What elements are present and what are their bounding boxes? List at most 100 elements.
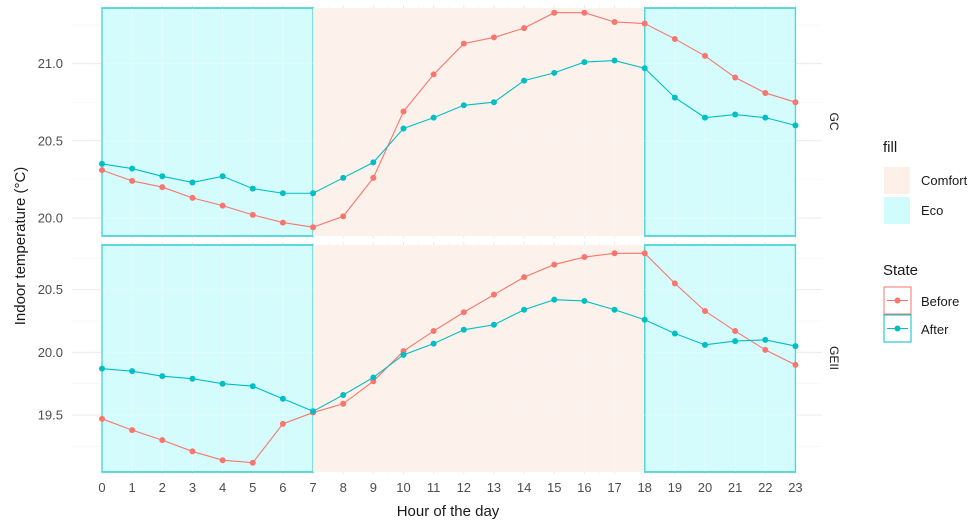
data-point-before (279, 420, 286, 427)
data-point-after (551, 69, 558, 76)
data-point-after (370, 159, 377, 166)
data-point-before (521, 25, 528, 32)
legend-title-fill: fill (883, 139, 897, 156)
data-point-after (129, 165, 136, 172)
data-point-before (340, 400, 347, 407)
x-tick-label: 4 (219, 480, 226, 495)
eco-period-rect (101, 244, 314, 473)
data-point-before (732, 328, 739, 335)
data-point-after (279, 395, 286, 402)
data-point-after (219, 380, 226, 387)
eco-period-rect (101, 7, 314, 237)
data-point-before (581, 254, 588, 261)
data-point-before (129, 177, 136, 184)
data-point-before (249, 211, 256, 218)
data-point-before (99, 167, 105, 174)
data-point-before (159, 437, 166, 444)
data-point-after (702, 114, 708, 121)
data-point-after (279, 190, 286, 197)
comfort-period-rect (313, 245, 645, 472)
eco-period-rect (644, 244, 797, 473)
data-point-before (702, 52, 708, 59)
x-tick-label: 3 (189, 480, 196, 495)
x-tick-label: 21 (728, 480, 742, 495)
x-axis-title: Hour of the day (397, 503, 500, 520)
data-point-before (430, 71, 437, 78)
data-point-after (460, 326, 467, 333)
x-tick-label: 20 (698, 480, 712, 495)
data-point-after (521, 77, 528, 84)
data-point-before (189, 448, 196, 455)
data-point-after (641, 65, 648, 72)
y-tick-label: 20.0 (38, 210, 63, 225)
y-tick-label: 21.0 (38, 56, 63, 71)
series-line-before (101, 252, 796, 464)
data-point-before (340, 213, 347, 220)
data-point-before (460, 309, 467, 316)
data-point-before (611, 250, 618, 257)
data-point-before (792, 99, 799, 106)
data-point-before (551, 261, 558, 268)
data-point-after (159, 373, 166, 380)
facet-strip-label: GC (827, 113, 841, 131)
data-point-before (159, 184, 166, 191)
data-point-before (430, 328, 437, 335)
data-point-before (702, 307, 708, 314)
data-point-before (219, 457, 226, 464)
series-line-before (101, 12, 796, 228)
x-tick-label: 7 (309, 480, 316, 495)
data-point-after (732, 338, 739, 345)
panels: 20.0 20.5 21.0 GC 19.5 20.0 20.5 GEII (38, 5, 841, 474)
panel-geii: 19.5 20.0 20.5 GEII (38, 242, 841, 474)
x-tick-label: 12 (457, 480, 471, 495)
panel-gc: 20.0 20.5 21.0 GC (38, 5, 841, 238)
data-point-before (460, 40, 467, 47)
data-point-after (340, 391, 347, 398)
legend-label-comfort: Comfort (921, 173, 968, 188)
data-point-after (460, 102, 467, 109)
data-point-after (581, 297, 588, 304)
x-tick-label: 19 (668, 480, 682, 495)
x-tick-label: 18 (637, 480, 651, 495)
x-tick-label: 14 (517, 480, 531, 495)
data-point-after (671, 94, 678, 101)
data-point-before (671, 35, 678, 42)
data-point-before (219, 202, 226, 209)
data-point-before (762, 89, 769, 96)
y-tick-label: 20.0 (38, 345, 63, 360)
x-tick-label: 1 (129, 480, 136, 495)
data-point-after (219, 173, 226, 180)
legend-key-comfort (884, 167, 910, 194)
data-point-after (310, 190, 317, 197)
data-point-after (611, 306, 618, 313)
data-point-after (129, 368, 136, 375)
data-point-before (611, 18, 618, 25)
data-point-after (551, 296, 558, 303)
x-tick-label: 10 (396, 480, 410, 495)
x-tick-label: 5 (249, 480, 256, 495)
data-point-after (99, 160, 105, 167)
x-tick-label: 23 (788, 480, 802, 495)
data-point-before (189, 194, 196, 201)
x-tick-label: 8 (340, 480, 347, 495)
data-point-before (490, 34, 497, 41)
legend-label-eco: Eco (921, 203, 943, 218)
x-tick-label: 11 (427, 480, 441, 495)
x-tick-label: 2 (159, 480, 166, 495)
series-line-after (101, 299, 796, 412)
data-point-after (581, 59, 588, 66)
data-point-after (792, 122, 799, 129)
data-point-before (762, 346, 769, 353)
data-point-after (490, 99, 497, 106)
legend-title-state: State (883, 262, 918, 279)
data-point-after (99, 365, 105, 372)
data-point-after (521, 306, 528, 313)
data-point-before (279, 219, 286, 226)
data-point-after (310, 408, 317, 415)
data-point-after (370, 374, 377, 381)
x-tick-label: 9 (370, 480, 377, 495)
data-point-before (732, 74, 739, 81)
x-axis-ticks: 0 1 2 3 4 5 6 7 8 9 10 11 12 13 14 15 16 17 18 19 20 21 22 23 (98, 480, 802, 495)
